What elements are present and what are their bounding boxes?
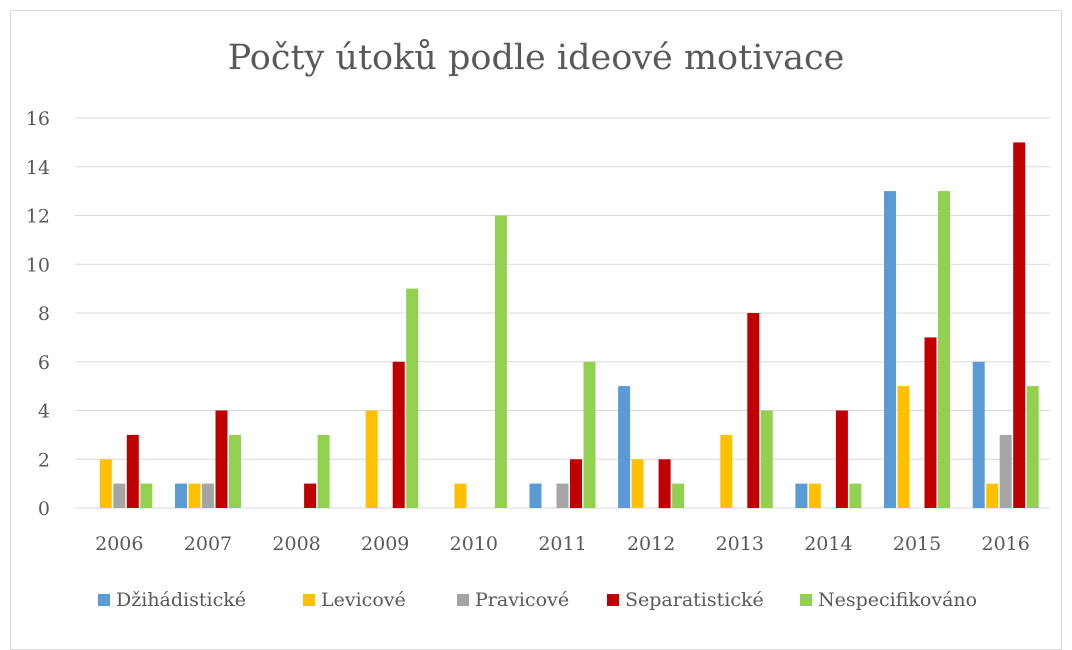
bar-džihádistické-2011 [529,483,542,508]
bar-džihádistické-2014 [795,483,808,508]
bar-levicové-2010 [454,483,467,508]
bar-separatistické-2007 [215,410,228,508]
bar-džihádistické-2007 [175,483,187,508]
x-tick-label: 2016 [982,533,1030,555]
legend-swatch [98,594,110,606]
x-tick-label: 2013 [716,533,764,555]
bar-nespecifikováno-2013 [760,410,773,508]
bar-nespecifikováno-2012 [672,483,685,508]
legend-item: Nespecifikováno [800,585,977,615]
bar-nespecifikováno-2007 [229,434,241,508]
bar-levicové-2015 [897,386,910,508]
bar-nespecifikováno-2015 [938,191,950,508]
y-tick-label: 2 [38,449,50,471]
bar-nespecifikováno-2010 [494,215,507,508]
x-tick-label: 2009 [361,533,409,555]
legend-item: Pravicové [457,585,569,615]
y-tick-label: 10 [26,254,50,276]
bar-separatistické-2013 [747,313,760,508]
x-tick-label: 2010 [450,533,498,555]
legend-label: Separatistické [625,589,764,611]
legend-item: Separatistické [607,585,764,615]
bar-nespecifikováno-2006 [140,483,153,508]
bar-separatistické-2009 [392,361,405,509]
legend-swatch [607,594,619,606]
bar-nespecifikováno-2014 [849,483,862,508]
y-tick-label: 0 [38,498,50,520]
y-tick-label: 14 [26,157,50,179]
legend-swatch [800,594,812,606]
bar-pravicové-2007 [202,483,214,508]
bar-džihádistické-2015 [884,191,896,508]
bar-separatistické-2006 [126,434,139,508]
bar-separatistické-2014 [835,410,848,508]
bar-nespecifikováno-2016 [1026,386,1039,508]
bar-pravicové-2011 [556,483,569,508]
legend-label: Levicové [321,589,406,611]
y-tick-label: 12 [26,206,50,228]
bar-džihádistické-2012 [618,386,631,508]
bar-levicové-2007 [188,483,201,508]
legend-label: Džihádistické [116,589,246,611]
y-tick-label: 8 [38,303,50,325]
bar-pravicové-2016 [999,434,1012,508]
bar-levicové-2014 [808,483,821,508]
legend-swatch [457,594,469,606]
x-tick-label: 2008 [272,533,320,555]
y-axis-ticks: 0 2 4 6 8 10 12 14 16 [26,108,50,520]
x-tick-label: 2015 [893,533,941,555]
bars [99,142,1039,509]
bar-separatistické-2011 [570,459,582,509]
bar-separatistické-2008 [304,483,317,508]
bar-separatistické-2012 [658,459,671,509]
y-tick-label: 16 [26,108,50,130]
x-axis-ticks: 2006 2007 2008 2009 2010 2011 2012 2013 2014 2015… [95,533,1030,555]
legend: Džihádistické Levicové Pravicové Separatist… [0,585,1072,615]
x-tick-label: 2012 [627,533,675,555]
bar-levicové-2006 [99,459,112,509]
y-tick-label: 4 [38,401,50,423]
bar-pravicové-2006 [113,483,126,508]
legend-swatch [303,594,315,606]
x-tick-label: 2006 [95,533,143,555]
bar-levicové-2009 [365,410,378,508]
bar-nespecifikováno-2011 [583,361,596,509]
bar-separatistické-2015 [924,337,937,508]
legend-item: Džihádistické [98,585,246,615]
bar-levicové-2016 [986,483,999,508]
x-tick-label: 2011 [538,533,586,555]
legend-item: Levicové [303,585,406,615]
bar-levicové-2012 [631,459,644,509]
bar-džihádistické-2016 [972,361,985,509]
legend-label: Nespecifikováno [818,589,978,611]
bar-nespecifikováno-2008 [317,434,330,508]
bar-levicové-2013 [720,434,733,508]
x-tick-label: 2014 [804,533,852,555]
legend-label: Pravicové [475,589,570,611]
bar-nespecifikováno-2009 [406,288,419,508]
y-tick-label: 6 [38,352,50,374]
chart-title: Počty útoků podle ideové motivace [227,38,845,78]
bar-separatistické-2016 [1013,142,1026,508]
x-tick-label: 2007 [184,533,232,555]
